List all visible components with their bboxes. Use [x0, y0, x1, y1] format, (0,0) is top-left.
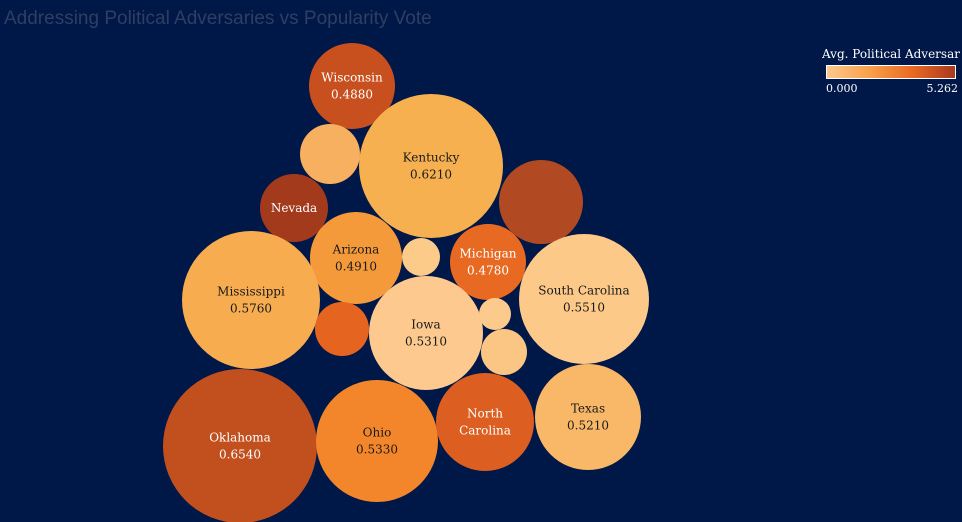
color-legend[interactable]: Avg. Political Adversari.. 0.000 5.262	[822, 47, 960, 95]
bubble-unlabeled-13[interactable]	[481, 329, 527, 375]
bubble-unlabeled-12[interactable]	[479, 298, 511, 330]
bubble-unlabeled-1[interactable]	[300, 124, 360, 184]
legend-max-label: 5.262	[926, 82, 959, 95]
bubble-state-label: Oklahoma	[209, 431, 271, 445]
bubble-state-label: Kentucky	[403, 151, 460, 165]
bubble-state-label: Wisconsin	[321, 71, 383, 85]
bubble-michigan[interactable]	[450, 224, 526, 300]
bubble-value-label: 0.5210	[567, 419, 609, 433]
bubble-state-label: Michigan	[460, 247, 517, 261]
legend-ticks: 0.000 5.262	[826, 82, 958, 95]
bubble-north-carolina[interactable]	[436, 373, 534, 471]
bubble-mississippi[interactable]	[182, 231, 320, 369]
bubble-value-label: 0.5510	[563, 301, 605, 315]
bubble-ohio[interactable]	[316, 380, 438, 502]
bubble-south-carolina[interactable]	[519, 234, 649, 364]
bubble-state-label: Arizona	[332, 243, 380, 257]
bubble-unlabeled-4[interactable]	[499, 160, 583, 244]
bubble-value-label: 0.4780	[467, 264, 509, 278]
bubble-state-label: Texas	[571, 402, 605, 416]
bubble-state-label: South Carolina	[538, 284, 629, 298]
bubble-unlabeled-10[interactable]	[315, 302, 369, 356]
legend-title: Avg. Political Adversari..	[822, 47, 960, 61]
bubble-state-label: North	[467, 407, 503, 421]
bubble-arizona[interactable]	[310, 212, 402, 304]
bubble-value-label: 0.5310	[405, 335, 447, 349]
legend-gradient-bar	[826, 65, 956, 79]
chart-title: Addressing Political Adversaries vs Popu…	[4, 8, 432, 29]
bubble-wisconsin[interactable]	[309, 43, 395, 129]
bubble-value-label: 0.4880	[331, 88, 373, 102]
bubble-nevada[interactable]	[260, 174, 328, 242]
bubble-kentucky[interactable]	[359, 94, 503, 238]
bubble-iowa[interactable]	[369, 276, 483, 390]
bubble-value-label: 0.6210	[410, 168, 452, 182]
bubble-state-label: Carolina	[459, 424, 511, 438]
legend-min-label: 0.000	[826, 82, 858, 95]
bubble-value-label: 0.6540	[219, 448, 261, 462]
bubble-oklahoma[interactable]	[163, 369, 317, 522]
bubble-state-label: Nevada	[271, 201, 317, 215]
bubble-value-label: 0.5760	[230, 302, 272, 316]
bubble-state-label: Ohio	[363, 426, 392, 440]
bubble-state-label: Iowa	[411, 318, 440, 332]
bubble-value-label: 0.4910	[335, 260, 377, 274]
bubble-value-label: 0.5330	[356, 443, 398, 457]
bubble-texas[interactable]	[535, 364, 641, 470]
bubble-state-label: Mississippi	[217, 285, 285, 299]
bubble-unlabeled-6[interactable]	[402, 238, 440, 276]
